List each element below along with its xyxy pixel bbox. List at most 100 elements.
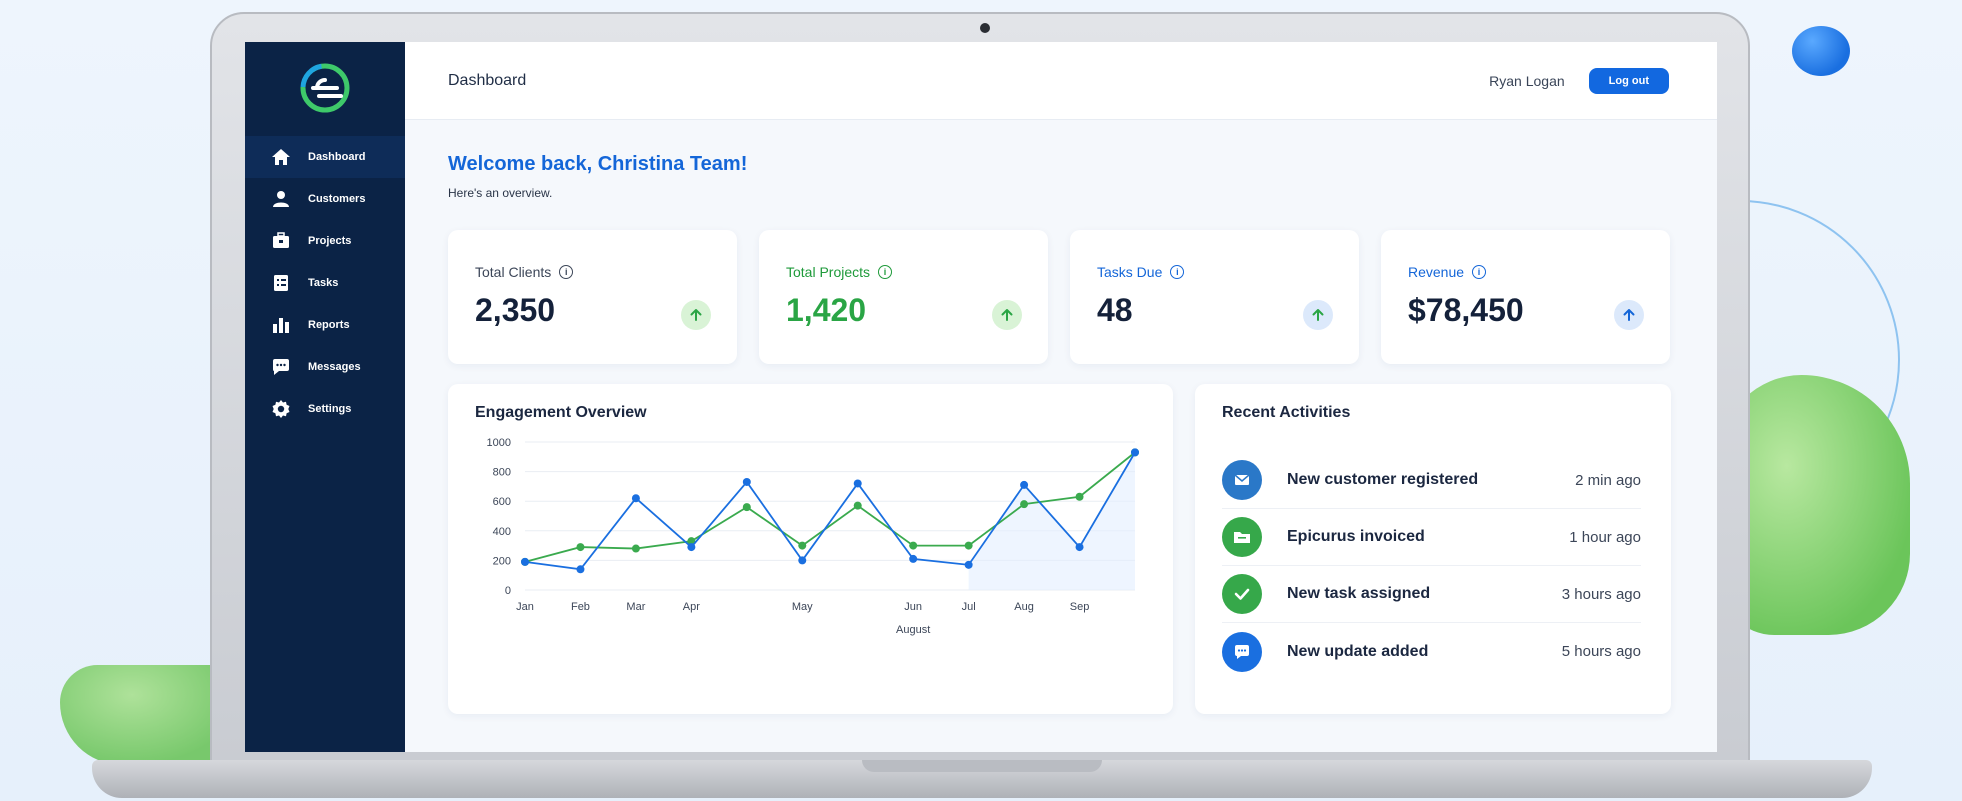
y-tick-label: 1000	[487, 437, 511, 449]
check-icon	[1222, 574, 1262, 614]
stat-label: Total Projects i	[786, 264, 1024, 280]
data-point	[964, 560, 973, 569]
x-tick-label: Mar	[626, 601, 645, 613]
data-point	[798, 541, 807, 550]
data-point	[576, 543, 585, 552]
series-line-0	[524, 451, 1136, 571]
activity-list: New customer registered 2 min ago Epicur…	[1222, 452, 1641, 680]
data-point	[631, 544, 640, 553]
x-tick-label: Sep	[1070, 601, 1090, 613]
activity-item[interactable]: New update added 5 hours ago	[1222, 623, 1641, 680]
activity-time: 5 hours ago	[1561, 643, 1641, 660]
data-point	[1131, 448, 1139, 457]
sidebar-item-label: Dashboard	[308, 151, 366, 163]
activity-time: 3 hours ago	[1561, 585, 1641, 603]
screen: Dashboard Customers Projects Tasks Reports Me…	[245, 42, 1717, 752]
activity-time: 1 hour ago	[1569, 528, 1641, 546]
x-tick-label: Jun	[904, 601, 922, 613]
stat-card-tasks-due[interactable]: Tasks Due i 48	[1070, 230, 1359, 364]
logo[interactable]	[297, 60, 353, 116]
home-icon	[271, 147, 291, 167]
x-tick-label: May	[792, 601, 813, 613]
sidebar-item-dashboard[interactable]: Dashboard	[245, 136, 405, 178]
stat-card-revenue[interactable]: Revenue i $78,450	[1381, 230, 1670, 364]
main-area: Dashboard Ryan Logan Log out Welcome bac…	[405, 42, 1717, 752]
activity-item[interactable]: New customer registered 2 min ago	[1222, 452, 1641, 509]
sidebar-item-tasks[interactable]: Tasks	[245, 262, 405, 304]
activity-text: New customer registered	[1287, 471, 1479, 488]
sidebar-item-label: Tasks	[308, 277, 339, 289]
activity-text: New update added	[1287, 642, 1429, 660]
sidebar-item-label: Projects	[308, 235, 352, 247]
data-point	[742, 477, 751, 486]
data-point	[576, 565, 585, 574]
checklist-icon	[271, 273, 291, 293]
welcome-title: Welcome back, Christina Team!	[448, 153, 748, 175]
activity-time: 2 min ago	[1575, 471, 1641, 489]
trend-up-icon	[1303, 300, 1333, 330]
chart-area-highlight	[968, 452, 1135, 590]
activities-panel: Recent Activities New customer registere…	[1195, 384, 1671, 714]
activity-text: New task assigned	[1287, 585, 1431, 602]
logout-button[interactable]: Log out	[1588, 67, 1669, 94]
decorative-green-shape-right	[1720, 375, 1910, 635]
stat-value: $78,450	[1408, 292, 1524, 328]
x-tick-label: Apr	[683, 601, 700, 613]
bar-chart-icon	[271, 315, 291, 335]
info-icon[interactable]: i	[559, 265, 574, 279]
stat-label: Tasks Due i	[1097, 264, 1335, 280]
folder-icon	[1222, 517, 1262, 557]
data-point	[909, 554, 918, 563]
stat-card-total-projects[interactable]: Total Projects i 1,420	[759, 230, 1048, 364]
user-icon	[271, 189, 291, 209]
data-point	[798, 556, 807, 565]
camera-icon	[980, 23, 990, 33]
chat-bubble-icon	[1222, 631, 1262, 672]
x-tick-label: Feb	[571, 601, 590, 613]
content: Welcome back, Christina Team! Here's an …	[405, 120, 1717, 714]
decorative-blue-bubble	[1792, 26, 1850, 76]
mail-icon	[1222, 460, 1262, 500]
sidebar-item-label: Settings	[308, 403, 352, 415]
stat-card-total-clients[interactable]: Total Clients i 2,350	[448, 230, 737, 364]
trend-up-icon	[992, 300, 1022, 330]
user-name[interactable]: Ryan Logan	[1489, 72, 1565, 89]
gear-icon	[271, 399, 291, 419]
activity-item[interactable]: Epicurus invoiced 1 hour ago	[1222, 509, 1641, 566]
y-tick-label: 0	[505, 585, 511, 597]
sidebar-item-messages[interactable]: Messages	[245, 346, 405, 388]
page-title: Dashboard	[448, 71, 527, 89]
laptop-notch	[862, 760, 1102, 772]
sidebar-item-label: Reports	[308, 319, 350, 331]
logo-icon	[300, 63, 350, 113]
sidebar-item-customers[interactable]: Customers	[245, 178, 405, 220]
y-tick-label: 200	[493, 555, 511, 567]
sidebar-item-settings[interactable]: Settings	[245, 388, 405, 430]
x-tick-label: Jul	[962, 601, 976, 613]
stat-label: Revenue i	[1408, 264, 1646, 280]
info-icon[interactable]: i	[1170, 265, 1185, 279]
sidebar: Dashboard Customers Projects Tasks Reports Me…	[245, 42, 405, 752]
sidebar-item-label: Customers	[308, 193, 366, 205]
data-point	[631, 494, 640, 503]
data-point	[1075, 543, 1084, 552]
sidebar-item-projects[interactable]: Projects	[245, 220, 405, 262]
stat-value: 1,420	[786, 292, 867, 328]
activity-item[interactable]: New task assigned 3 hours ago	[1222, 566, 1641, 623]
info-icon[interactable]: i	[878, 265, 893, 279]
x-extra-label: August	[896, 624, 930, 636]
y-tick-label: 600	[493, 496, 511, 508]
trend-up-icon	[1614, 300, 1644, 330]
welcome-subtitle: Here's an overview.	[448, 186, 553, 200]
briefcase-icon	[271, 231, 291, 251]
y-tick-label: 400	[493, 526, 511, 538]
stat-value: 48	[1097, 292, 1133, 328]
stat-value: 2,350	[475, 292, 556, 328]
sidebar-item-reports[interactable]: Reports	[245, 304, 405, 346]
data-point	[742, 503, 751, 512]
info-icon[interactable]: i	[1472, 265, 1487, 279]
data-point	[687, 537, 696, 546]
sidebar-item-label: Messages	[308, 361, 361, 373]
data-point	[1075, 492, 1084, 501]
data-point	[1020, 500, 1029, 509]
